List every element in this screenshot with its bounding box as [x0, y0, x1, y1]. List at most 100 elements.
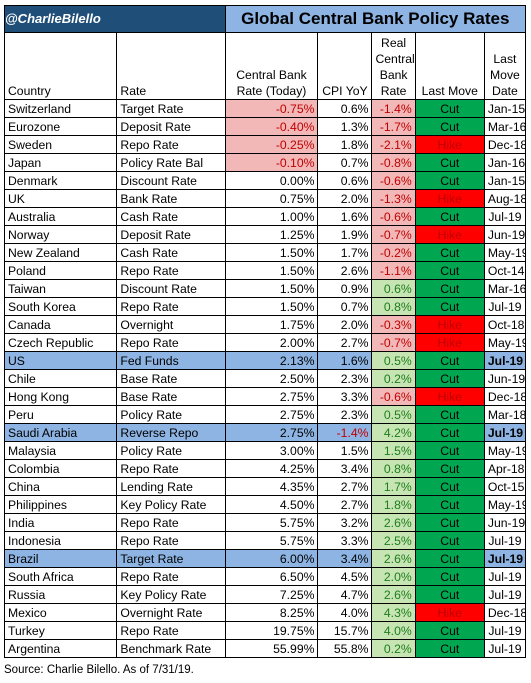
last-move-cell: Cut: [414, 441, 485, 460]
cpi-cell: 1.6%: [317, 207, 373, 226]
real-rate-cell: 4.0%: [371, 621, 416, 640]
title-row: @CharlieBilello Global Central Bank Poli…: [4, 5, 526, 33]
table-row: Indonesia Repo Rate 5.75% 3.3% 2.5% Cut Jul-19: [3, 531, 527, 550]
rate-type-cell: Lending Rate: [116, 477, 226, 496]
last-move-cell: Cut: [414, 279, 485, 298]
last-move-date-cell: Dec-18: [483, 603, 527, 622]
table-row: South Africa Repo Rate 6.50% 4.5% 2.0% Cut Jul…: [3, 567, 527, 586]
real-rate-cell: 0.2%: [371, 639, 416, 658]
last-move-date-cell: Jan-15: [483, 99, 527, 118]
country-cell: Australia: [3, 207, 118, 226]
real-rate-cell: -1.4%: [371, 99, 416, 118]
country-cell: Canada: [3, 315, 118, 334]
last-move-date-cell: May-19: [483, 243, 527, 262]
country-cell: Hong Kong: [3, 387, 118, 406]
country-cell: Czech Republic: [3, 333, 118, 352]
last-move-cell: Cut: [414, 477, 485, 496]
country-cell: Colombia: [3, 459, 118, 478]
real-rate-cell: 4.2%: [371, 423, 416, 442]
last-move-cell: Cut: [414, 261, 485, 280]
cb-rate-cell: 4.50%: [224, 495, 319, 514]
table-row: Canada Overnight 1.75% 2.0% -0.3% Hike Oct-18: [3, 315, 527, 334]
real-rate-cell: 0.8%: [371, 459, 416, 478]
real-rate-cell: 0.8%: [371, 297, 416, 316]
table-row: Hong Kong Base Rate 2.75% 3.3% -0.6% Hike Dec-…: [3, 387, 527, 406]
table-row: Chile Base Rate 2.50% 2.3% 0.2% Cut Jun-19: [3, 369, 527, 388]
rate-type-cell: Deposit Rate: [116, 117, 226, 136]
header-last-move-date: Last Move Date: [483, 32, 527, 100]
last-move-cell: Cut: [414, 405, 485, 424]
rate-type-cell: Repo Rate: [116, 459, 226, 478]
real-rate-cell: 2.0%: [371, 567, 416, 586]
last-move-cell: Cut: [414, 171, 485, 190]
table-row: Japan Policy Rate Bal -0.10% 0.7% -0.8% Cut Ja…: [3, 153, 527, 172]
last-move-cell: Cut: [414, 99, 485, 118]
cpi-cell: 2.3%: [317, 405, 373, 424]
rate-type-cell: Fed Funds: [116, 351, 226, 370]
rate-type-cell: Repo Rate: [116, 135, 226, 154]
cpi-cell: 3.4%: [317, 549, 373, 568]
rate-type-cell: Target Rate: [116, 549, 226, 568]
last-move-cell: Cut: [414, 369, 485, 388]
header-rate: Rate: [116, 32, 226, 100]
cpi-cell: 55.8%: [317, 639, 373, 658]
rate-type-cell: Key Policy Rate: [116, 585, 226, 604]
last-move-date-cell: Mar-16: [483, 279, 527, 298]
real-rate-cell: 1.8%: [371, 495, 416, 514]
last-move-date-cell: Jun-19: [483, 369, 527, 388]
table-row: Switzerland Target Rate -0.75% 0.6% -1.4% Cut…: [3, 99, 527, 118]
cb-rate-cell: 19.75%: [224, 621, 319, 640]
country-cell: Argentina: [3, 639, 118, 658]
rate-type-cell: Base Rate: [116, 369, 226, 388]
cpi-cell: 1.5%: [317, 441, 373, 460]
table-row: Malaysia Policy Rate 3.00% 1.5% 1.5% Cut May-1…: [3, 441, 527, 460]
country-cell: Poland: [3, 261, 118, 280]
country-cell: US: [3, 351, 118, 370]
cb-rate-cell: 7.25%: [224, 585, 319, 604]
cpi-cell: 3.3%: [317, 531, 373, 550]
real-rate-cell: -0.8%: [371, 153, 416, 172]
last-move-cell: Hike: [414, 387, 485, 406]
last-move-cell: Hike: [414, 315, 485, 334]
cb-rate-cell: 5.75%: [224, 513, 319, 532]
real-rate-cell: -0.6%: [371, 207, 416, 226]
header-row: Country Rate Central Bank Rate (Today) C…: [3, 32, 527, 100]
last-move-date-cell: Jul-19: [483, 585, 527, 604]
table-row: Russia Key Policy Rate 7.25% 4.7% 2.6% Cut Jul…: [3, 585, 527, 604]
header-cb-rate: Central Bank Rate (Today): [224, 32, 319, 100]
last-move-date-cell: May-19: [483, 333, 527, 352]
table-row: Argentina Benchmark Rate 55.99% 55.8% 0.2% Cu…: [3, 639, 527, 658]
last-move-date-cell: Jul-19: [483, 531, 527, 550]
last-move-cell: Hike: [414, 189, 485, 208]
table-row: Eurozone Deposit Rate -0.40% 1.3% -1.7% Cut Ma…: [3, 117, 527, 136]
last-move-date-cell: Jun-19: [483, 225, 527, 244]
real-rate-cell: -1.3%: [371, 189, 416, 208]
real-rate-cell: 2.6%: [371, 585, 416, 604]
rate-type-cell: Discount Rate: [116, 279, 226, 298]
rate-type-cell: Policy Rate Bal: [116, 153, 226, 172]
cpi-cell: 0.6%: [317, 99, 373, 118]
rate-type-cell: Bank Rate: [116, 189, 226, 208]
country-cell: India: [3, 513, 118, 532]
cpi-cell: 2.3%: [317, 369, 373, 388]
country-cell: Norway: [3, 225, 118, 244]
rate-type-cell: Discount Rate: [116, 171, 226, 190]
table-row: Colombia Repo Rate 4.25% 3.4% 0.8% Cut Apr-18: [3, 459, 527, 478]
cb-rate-cell: 2.00%: [224, 333, 319, 352]
country-cell: Saudi Arabia: [3, 423, 118, 442]
cb-rate-cell: 0.00%: [224, 171, 319, 190]
rate-type-cell: Cash Rate: [116, 243, 226, 262]
country-cell: Mexico: [3, 603, 118, 622]
real-rate-cell: -1.7%: [371, 117, 416, 136]
rate-type-cell: Repo Rate: [116, 297, 226, 316]
real-rate-cell: -2.1%: [371, 135, 416, 154]
last-move-cell: Cut: [414, 513, 485, 532]
header-last-move: Last Move: [414, 32, 485, 100]
country-cell: New Zealand: [3, 243, 118, 262]
cb-rate-cell: -0.25%: [224, 135, 319, 154]
central-bank-rates-table: @CharlieBilello Global Central Bank Poli…: [3, 5, 527, 658]
rate-type-cell: Overnight: [116, 315, 226, 334]
cb-rate-cell: 3.00%: [224, 441, 319, 460]
last-move-date-cell: Oct-18: [483, 315, 527, 334]
table-row: Saudi Arabia Reverse Repo 2.75% -1.4% 4.2% Cu…: [3, 423, 527, 442]
